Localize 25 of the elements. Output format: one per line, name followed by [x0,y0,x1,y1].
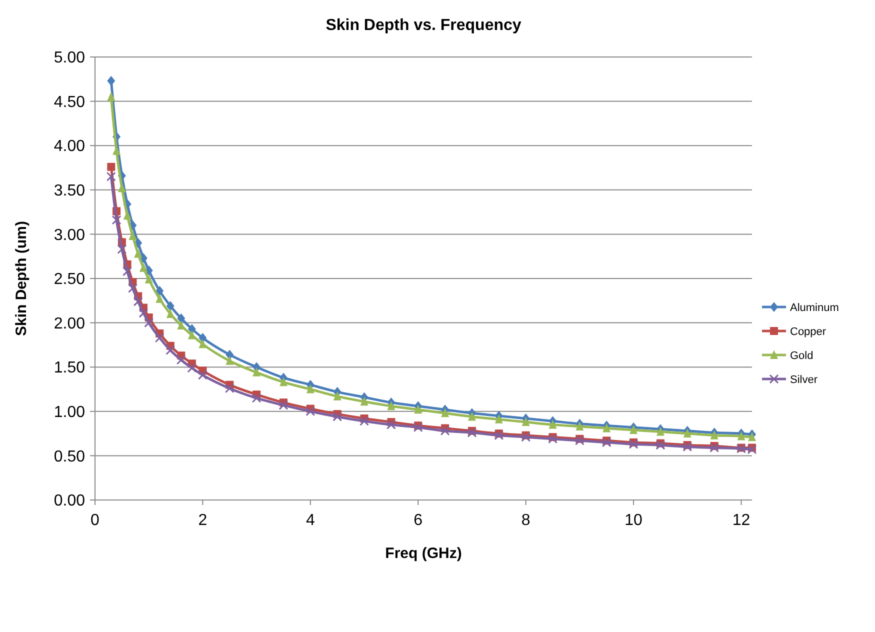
x-tick-label: 12 [732,512,750,529]
y-tick-label: 3.00 [54,226,86,244]
legend-label: Copper [790,326,826,338]
y-tick-label: 4.00 [54,138,86,156]
x-tick-label: 8 [521,512,530,529]
x-tick-label: 6 [414,512,423,529]
y-tick-label: 0.00 [54,492,86,510]
x-tick-label: 10 [624,512,643,529]
legend-label: Gold [790,350,814,362]
y-tick-label: 2.00 [54,315,86,332]
y-tick-label: 4.50 [54,94,86,111]
y-tick-label: 0.50 [54,448,86,466]
x-tick-label: 0 [90,512,100,529]
x-tick-label: 4 [306,512,315,529]
y-tick-label: 5.00 [54,50,86,67]
legend-label: Silver [790,374,818,386]
x-tick-label: 2 [198,512,208,529]
y-tick-label: 3.50 [54,182,86,200]
y-axis-title: Skin Depth (um) [13,221,30,336]
y-tick-label: 2.50 [54,271,86,288]
legend-label: Aluminum [790,302,839,314]
x-axis-title: Freq (GHz) [385,545,462,562]
y-tick-label: 1.00 [54,404,86,421]
chart-title: Skin Depth vs. Frequency [326,17,522,34]
y-tick-label: 1.50 [54,360,86,377]
